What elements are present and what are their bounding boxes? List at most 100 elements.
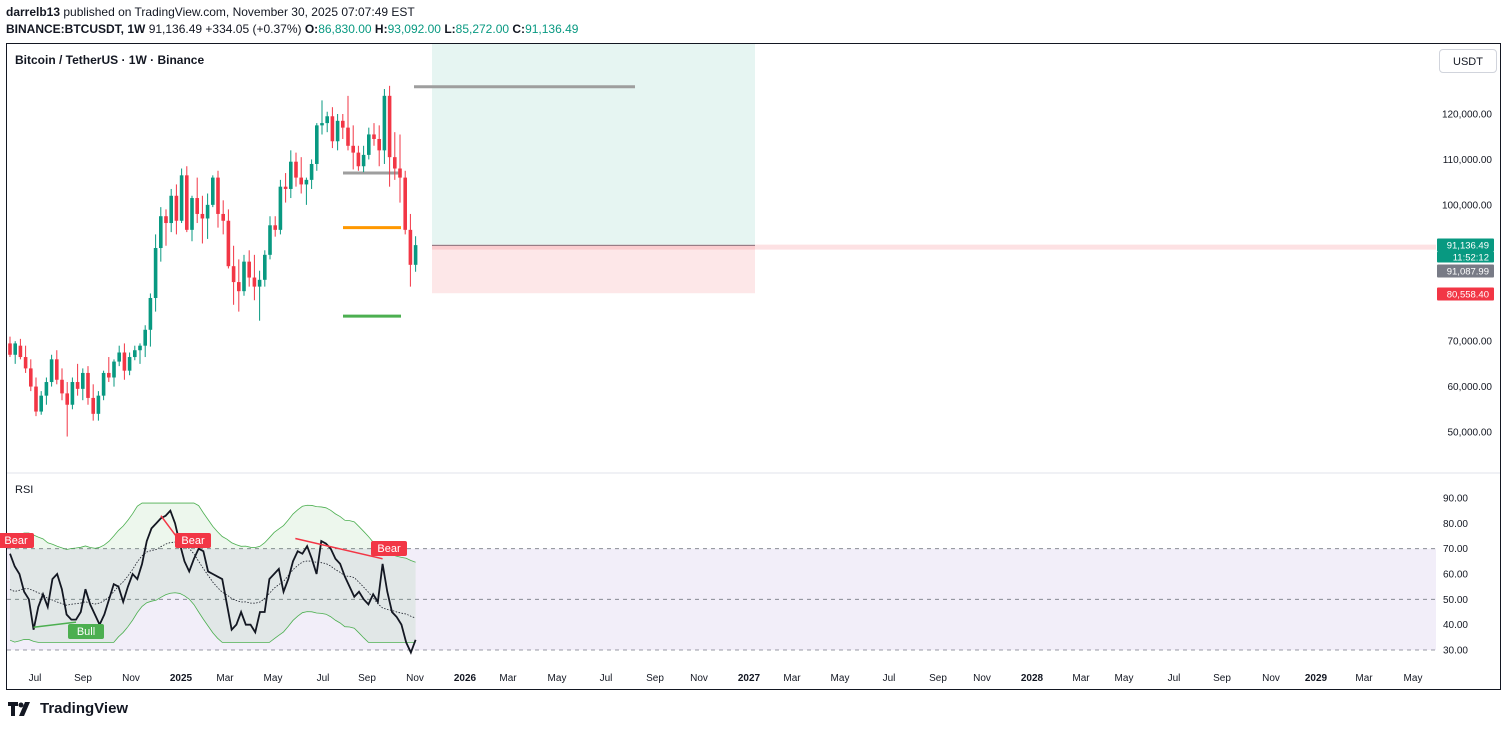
rsi-tick-label: 50.00: [1443, 595, 1468, 606]
candle-body: [65, 393, 69, 405]
candle-body: [23, 357, 28, 369]
time-tick-label: May: [548, 673, 567, 684]
time-tick-label: Sep: [929, 673, 947, 684]
candle: [190, 195, 194, 242]
candle-body: [377, 138, 381, 151]
candle: [273, 216, 277, 237]
time-tick-label: Nov: [690, 673, 708, 684]
time-tick-label: Mar: [216, 673, 234, 684]
candle: [299, 157, 303, 194]
candle: [242, 254, 246, 296]
candle: [387, 85, 392, 187]
price-badge-last_price: 91,136.49: [1437, 238, 1494, 252]
candle-body: [44, 382, 49, 396]
change-value: +334.05 (+0.37%): [205, 22, 302, 36]
candle-body: [195, 198, 199, 214]
candle: [200, 195, 205, 244]
publisher-name[interactable]: darrelb13: [6, 5, 61, 19]
signal-text: Bear: [377, 543, 401, 555]
candle-body: [330, 116, 335, 142]
price-badge-text: 91,087.99: [1447, 267, 1489, 278]
time-tick-label: May: [1115, 673, 1134, 684]
candle: [263, 250, 267, 287]
open-label: O:: [304, 22, 319, 36]
candle-body: [18, 345, 23, 358]
candle: [398, 134, 402, 203]
price-tick-label: 120,000.00: [1442, 110, 1492, 121]
high-label: H:: [374, 22, 388, 36]
low-label: L:: [444, 22, 456, 36]
candle: [107, 357, 111, 383]
time-tick-label: Nov: [1262, 673, 1280, 684]
time-tick-label: Nov: [973, 673, 991, 684]
candle-body: [8, 343, 12, 355]
candle: [356, 145, 361, 171]
candle: [65, 382, 69, 437]
candle-body: [216, 177, 220, 214]
candle: [361, 145, 366, 173]
candle-body: [382, 95, 387, 151]
candle: [29, 359, 33, 392]
candle: [159, 207, 163, 262]
candle-body: [122, 352, 127, 371]
time-tick-label: Mar: [1072, 673, 1090, 684]
candle-body: [49, 359, 54, 383]
candle: [138, 343, 142, 364]
target-zone: [432, 44, 755, 246]
candle-body: [294, 161, 298, 178]
candle: [70, 377, 75, 410]
candle-body: [200, 213, 205, 219]
candle: [117, 345, 121, 367]
candle: [393, 132, 397, 180]
time-tick-label: Jul: [883, 673, 896, 684]
footer-brand[interactable]: TradingView: [8, 700, 128, 717]
candle-body: [413, 245, 418, 265]
candle: [377, 125, 381, 167]
candle-body: [315, 125, 319, 164]
candle: [252, 254, 257, 301]
candle: [330, 107, 335, 149]
signal-bg: [175, 533, 211, 548]
chart-symbol-title: Bitcoin / TetherUS · 1W · Binance: [15, 53, 205, 67]
price-badge-text: 11:52:12: [1453, 253, 1489, 264]
candle: [148, 293, 153, 347]
candle: [309, 159, 314, 189]
candle: [18, 338, 23, 360]
candle: [216, 170, 220, 228]
publish-info: published on TradingView.com, November 3…: [63, 5, 415, 19]
candle: [169, 188, 173, 233]
candle: [341, 114, 345, 139]
close-label: C:: [512, 22, 526, 36]
candle-body: [148, 297, 153, 330]
time-tick-label: Sep: [1213, 673, 1231, 684]
signal-text: Bull: [77, 626, 95, 638]
candle-body: [226, 220, 231, 267]
candle: [372, 123, 376, 146]
candle-body: [299, 177, 303, 185]
candle-body: [13, 343, 17, 355]
time-tick-label: May: [831, 673, 850, 684]
rsi-tick-label: 90.00: [1443, 494, 1468, 505]
candle-body: [81, 372, 85, 389]
candle-body: [408, 229, 413, 265]
time-tick-label: Jul: [600, 673, 613, 684]
candle: [237, 259, 241, 312]
price-badge-countdown: 11:52:12: [1437, 251, 1494, 264]
rsi-band-lower: [9, 592, 416, 643]
candle: [13, 341, 17, 364]
candle: [367, 127, 371, 160]
high-value: 93,092.00: [387, 22, 441, 36]
bull-signal-label: Bull: [68, 624, 104, 639]
time-tick-label: Jul: [1168, 673, 1181, 684]
rsi-band-upper: [9, 502, 416, 563]
currency-button[interactable]: USDT: [1439, 49, 1497, 73]
time-tick-label: Jul: [29, 673, 42, 684]
price-tick-label: 60,000.00: [1448, 382, 1493, 393]
candle-body: [320, 123, 324, 126]
price-badge-stop_loss: 80,558.40: [1437, 287, 1494, 301]
low-value: 85,272.00: [455, 22, 510, 36]
candle: [34, 377, 38, 417]
candle-body: [221, 213, 225, 221]
candle: [346, 95, 350, 151]
